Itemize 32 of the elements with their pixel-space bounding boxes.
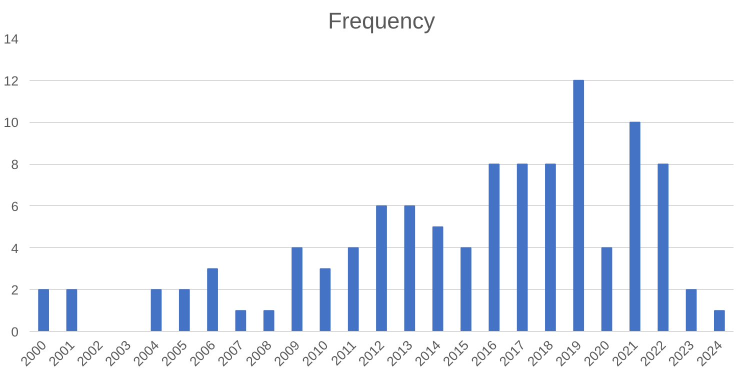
y-tick-label: 2 xyxy=(11,282,19,298)
bar xyxy=(460,247,472,332)
y-tick-label: 4 xyxy=(11,240,20,256)
bar xyxy=(376,205,387,332)
bar xyxy=(714,310,725,332)
bar xyxy=(516,164,528,332)
bar xyxy=(150,289,162,332)
bar xyxy=(235,310,246,332)
bar xyxy=(263,310,274,332)
bar xyxy=(658,164,669,332)
bar xyxy=(348,247,359,332)
bar xyxy=(630,122,640,332)
bar xyxy=(320,268,331,332)
y-tick-label: 14 xyxy=(4,32,20,46)
bar xyxy=(686,289,697,332)
bar xyxy=(488,164,500,332)
bar xyxy=(404,205,416,332)
bar xyxy=(66,289,78,332)
bar xyxy=(207,268,218,332)
y-tick-label: 6 xyxy=(11,198,19,214)
y-tick-label: 0 xyxy=(11,324,19,340)
bar xyxy=(601,247,612,332)
bar xyxy=(573,80,584,332)
y-tick-label: 12 xyxy=(4,73,19,88)
y-tick-label: 8 xyxy=(11,157,19,172)
bar xyxy=(38,289,50,332)
y-tick-label: 10 xyxy=(4,115,19,130)
bar xyxy=(545,164,556,332)
bar xyxy=(178,289,190,332)
chart-title: Frequency xyxy=(328,8,436,34)
bar xyxy=(432,226,444,332)
bar xyxy=(292,247,302,332)
